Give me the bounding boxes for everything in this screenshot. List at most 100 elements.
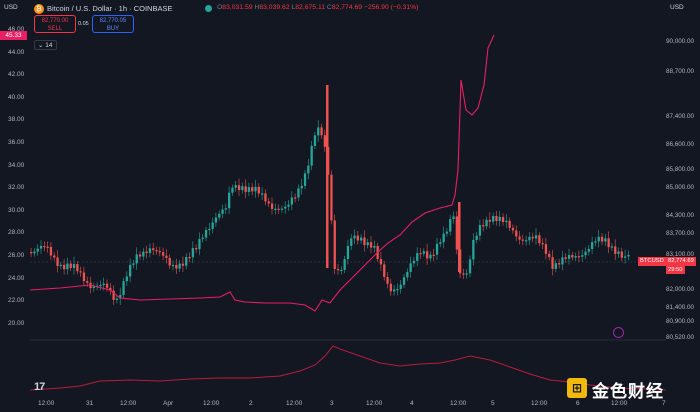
candle-body xyxy=(231,187,234,193)
candle-body xyxy=(366,242,369,246)
price-tag-symbol: BTCUSD xyxy=(638,257,666,266)
candle-body xyxy=(284,206,287,209)
sell-button[interactable]: 82,770.00 SELL xyxy=(34,15,76,33)
candle-body xyxy=(112,290,115,300)
symbol-title[interactable]: Bitcoin / U.S. Dollar · 1h · COINBASE xyxy=(47,4,173,13)
candle-body xyxy=(363,237,366,246)
left-axis-label: 40.00 xyxy=(8,93,25,101)
candle-body xyxy=(241,186,244,190)
right-axis-label: 80,520.00 xyxy=(666,334,695,341)
candle-body xyxy=(105,283,109,288)
candle-body xyxy=(591,242,594,250)
candle-body xyxy=(280,208,284,210)
left-axis-label: 22.00 xyxy=(8,297,25,305)
candle-body xyxy=(204,229,208,238)
candle-body xyxy=(214,217,218,223)
candle-body xyxy=(129,264,132,277)
right-axis-label: 87,400.00 xyxy=(666,113,695,120)
candle-body xyxy=(492,215,495,222)
candle-body xyxy=(620,251,623,258)
last-price-tag: BTCUSD 82,774.69 29:50 xyxy=(638,257,700,275)
ohlc-high-label: H xyxy=(254,4,260,11)
candle-body xyxy=(594,241,597,243)
candle-body xyxy=(432,254,435,256)
sell-label: SELL xyxy=(47,26,63,32)
time-axis-label: 12:00 xyxy=(531,400,548,407)
candle-body xyxy=(548,253,551,258)
left-axis-label: 44.00 xyxy=(8,48,25,56)
candle-body xyxy=(525,240,528,242)
right-price-axis[interactable]: 90,000.00 88,700.00 87,400.00 86,600.00 85,8… xyxy=(666,0,700,400)
candle-body xyxy=(168,257,171,266)
candle-body xyxy=(515,230,518,237)
left-axis-currency[interactable]: USD xyxy=(4,4,18,11)
candle-body xyxy=(211,222,214,229)
candle-body xyxy=(125,276,128,282)
watermark: ⊞ 金色财经 xyxy=(567,377,695,402)
candle-body xyxy=(498,216,501,221)
candle-body xyxy=(63,264,66,270)
left-price-axis[interactable]: 46.00 44.00 42.00 40.00 38.00 36.00 34.00 32.00… xyxy=(0,0,30,400)
candle-body xyxy=(511,227,515,231)
tradingview-logo-icon[interactable]: 17 xyxy=(34,381,45,393)
candle-body xyxy=(122,281,125,295)
candle-body xyxy=(574,256,577,258)
candle-body xyxy=(462,273,465,275)
candle-body xyxy=(181,263,185,266)
candle-body xyxy=(119,294,122,299)
candle-body xyxy=(614,246,617,254)
buy-price: 82,770.05 xyxy=(99,18,127,24)
candle-body xyxy=(475,235,478,240)
time-axis-label: 12:00 xyxy=(120,400,137,407)
candle-body xyxy=(237,185,241,190)
time-axis-label: 12:00 xyxy=(366,400,383,407)
candle-body xyxy=(185,256,188,266)
left-axis-label: 32.00 xyxy=(8,184,25,192)
candle-body xyxy=(333,220,336,269)
candle-body xyxy=(442,233,445,243)
right-axis-label: 81,400.00 xyxy=(666,304,695,311)
time-axis[interactable]: 12:00 31 12:00 Apr 12:00 2 12:00 3 12:00 4 12:00 5 1… xyxy=(0,398,700,412)
candle-body xyxy=(465,273,468,275)
time-axis-label: 12:00 xyxy=(38,400,55,407)
right-axis-currency[interactable]: USD xyxy=(670,4,684,11)
candle-body xyxy=(336,268,340,271)
candle-body xyxy=(99,285,102,287)
candle-body xyxy=(521,239,524,241)
right-axis-label: 90,000.00 xyxy=(666,38,695,45)
candle-body xyxy=(53,255,56,258)
right-axis-label: 85,000.00 xyxy=(666,184,695,191)
candle-body xyxy=(267,201,270,204)
ohlc-open: 83,031.59 xyxy=(222,4,253,11)
candle-body xyxy=(323,135,326,147)
ohlc-readout: O83,031.59 H83,039.62 L82,675.11 C82,774… xyxy=(217,4,418,11)
price-tag-countdown: 29:50 xyxy=(666,266,685,274)
candle-body xyxy=(406,271,409,278)
candle-body xyxy=(402,277,406,285)
candle-body xyxy=(59,264,62,267)
candle-body xyxy=(49,246,53,256)
candle-body xyxy=(178,263,181,269)
candle-body xyxy=(102,283,105,286)
buy-button[interactable]: 82,770.05 BUY xyxy=(92,15,134,33)
candle-body xyxy=(419,253,422,255)
time-axis-label: 7 xyxy=(662,400,666,407)
right-axis-label: 85,800.00 xyxy=(666,166,695,173)
indicator-legend[interactable]: ⌄ 14 xyxy=(34,40,57,50)
replay-icon[interactable] xyxy=(613,327,624,338)
candle-body xyxy=(356,235,359,241)
candle-body xyxy=(79,271,82,273)
candle-body xyxy=(195,248,198,250)
candle-body xyxy=(244,186,247,192)
candle-body xyxy=(191,248,194,258)
time-axis-label: 6 xyxy=(576,400,580,407)
right-axis-label: 83,100.00 xyxy=(666,251,695,258)
candle-body xyxy=(426,251,429,259)
candle-body xyxy=(135,254,138,264)
candle-body xyxy=(274,208,277,210)
candle-body xyxy=(155,250,158,252)
left-axis-label: 30.00 xyxy=(8,206,25,214)
candle-body xyxy=(109,287,112,291)
ohlc-close: 82,774.69 xyxy=(331,4,363,11)
